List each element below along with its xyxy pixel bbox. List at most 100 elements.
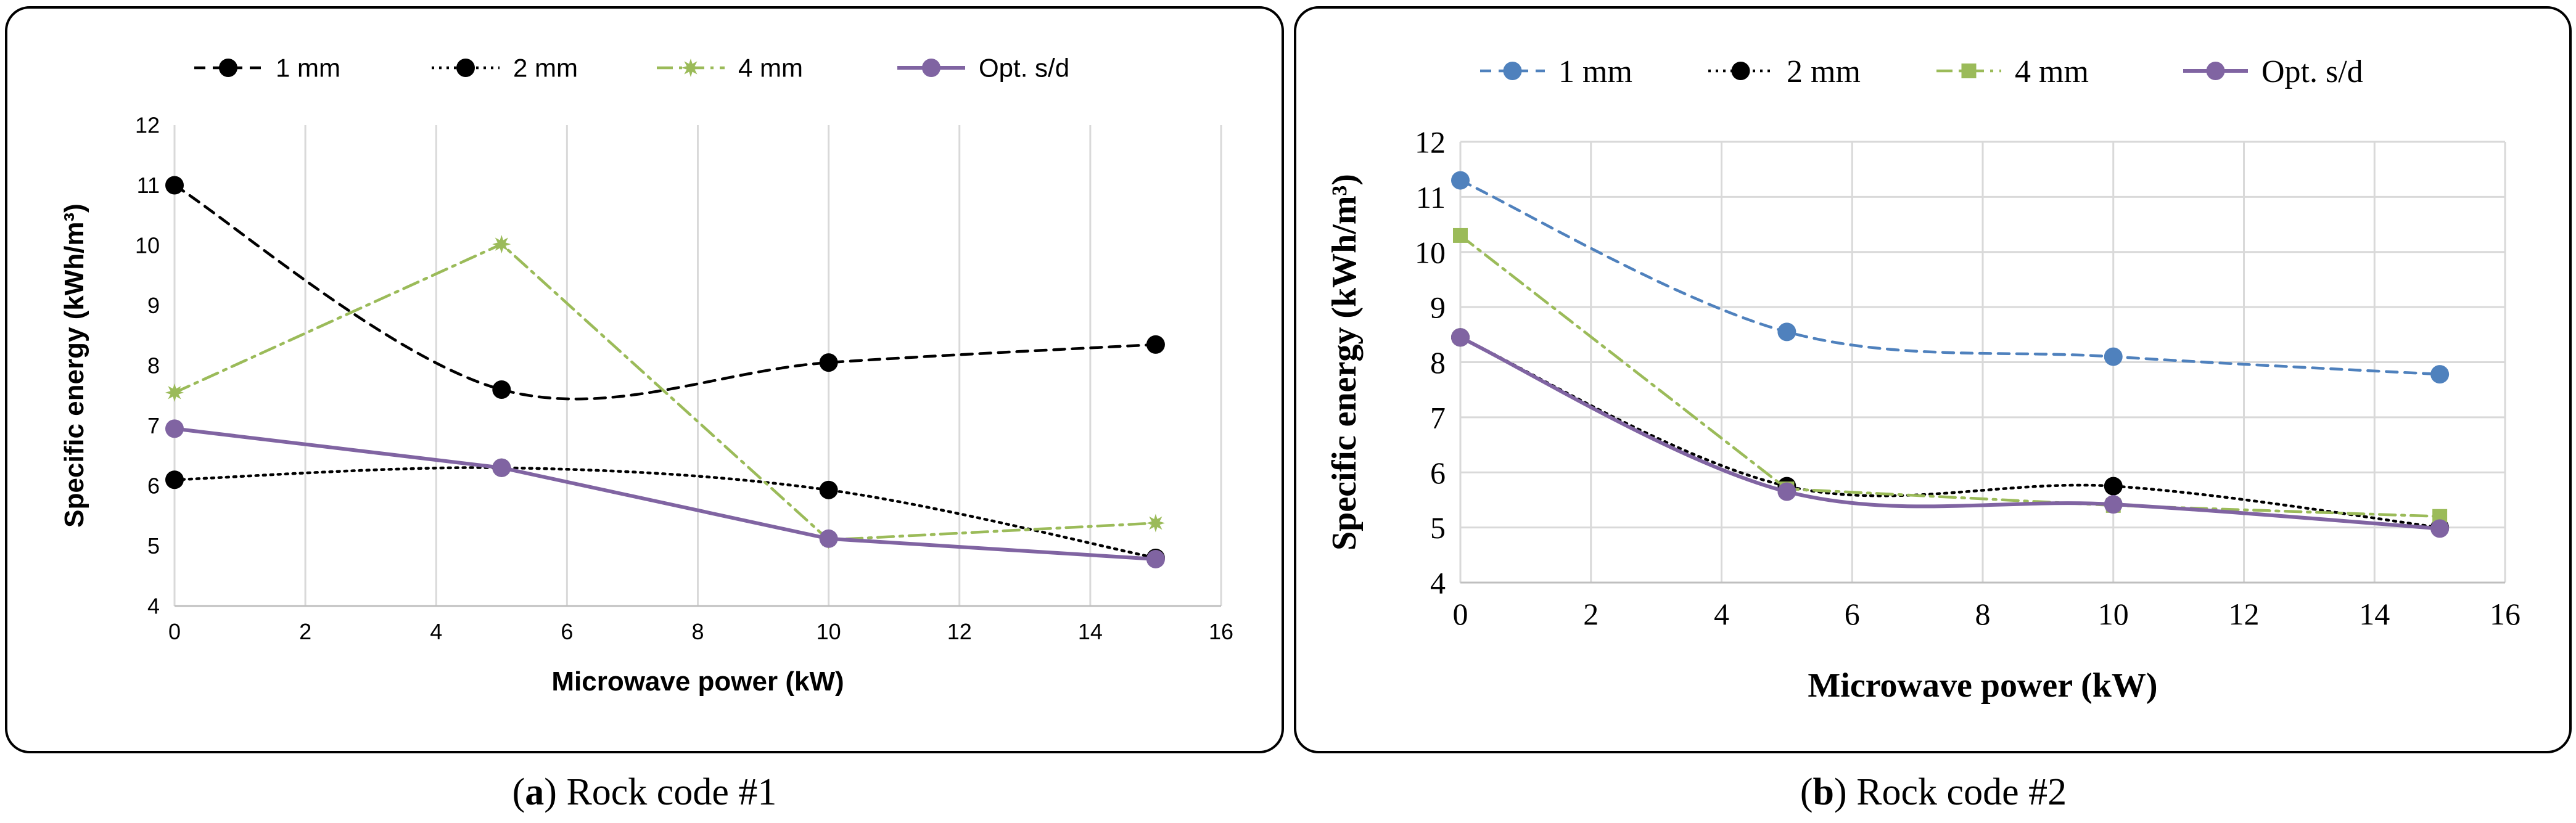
legend-marker <box>1961 63 1977 78</box>
panel-caption: (b) Rock code #2 <box>1800 771 2067 813</box>
panel-a: 0 2 4 6 8 10 12 14 16 4 5 6 7 8 9 10 11 12 Microwave power… <box>5 6 1284 813</box>
series-line <box>1459 335 2442 531</box>
data-point <box>819 529 838 548</box>
y-tick-label: 5 <box>147 533 160 559</box>
data-point <box>492 235 511 254</box>
legend-marker <box>1731 62 1750 80</box>
x-tick-label: 4 <box>430 619 442 644</box>
x-tick-labels: 0 2 4 6 8 10 12 14 16 <box>168 619 1233 644</box>
data-point <box>165 176 184 195</box>
y-axis-label: Specific energy (kWh/m³) <box>59 203 89 528</box>
panel-b: 0 2 4 6 8 10 12 14 16 4 5 6 7 8 9 10 11 12 Microwave power… <box>1294 6 2572 813</box>
legend-item: 1 mm <box>194 54 340 83</box>
panel-caption: (a) Rock code #1 <box>512 771 777 813</box>
caption-letter: b <box>1813 771 1834 813</box>
series-line <box>1459 179 2442 376</box>
data-point <box>492 380 511 399</box>
data-point <box>2430 519 2450 538</box>
caption-text: Rock code #2 <box>1847 771 2067 813</box>
y-tick-label: 12 <box>135 113 160 138</box>
series-1-mm <box>1451 171 2450 384</box>
x-tick-label: 6 <box>561 619 573 644</box>
data-point <box>1453 227 1468 243</box>
x-tick-label: 0 <box>1453 597 1468 631</box>
x-tick-label: 12 <box>2229 597 2260 631</box>
x-tick-label: 4 <box>1714 597 1729 631</box>
y-tick-label: 7 <box>1430 400 1446 435</box>
x-tick-label: 10 <box>817 619 841 644</box>
legend-label: Opt. s/d <box>979 54 1069 83</box>
data-point <box>492 458 511 477</box>
x-tick-label: 0 <box>168 619 181 644</box>
data-point <box>165 383 184 402</box>
data-point <box>819 353 838 372</box>
legend-item: Opt. s/d <box>2183 54 2363 89</box>
legend-label: 1 mm <box>1558 54 1632 89</box>
y-tick-label: 7 <box>147 413 160 438</box>
x-tick-labels: 0 2 4 6 8 10 12 14 16 <box>1453 597 2521 631</box>
y-tick-label: 9 <box>147 293 160 318</box>
y-tick-label: 5 <box>1430 510 1446 545</box>
data-point <box>2104 495 2123 514</box>
caption-letter: a <box>525 771 544 813</box>
data-point <box>165 470 184 489</box>
x-tick-label: 2 <box>1583 597 1599 631</box>
y-tick-label: 4 <box>147 594 160 619</box>
x-axis-label: Microwave power (kW) <box>551 666 844 697</box>
x-tick-label: 6 <box>1845 597 1860 631</box>
data-point <box>1146 549 1165 568</box>
x-tick-label: 12 <box>947 619 972 644</box>
legend-marker <box>219 59 237 77</box>
y-tick-label: 11 <box>1416 180 1446 215</box>
x-tick-label: 16 <box>2490 597 2520 631</box>
y-tick-label: 6 <box>1430 456 1446 490</box>
data-point <box>1146 514 1165 533</box>
chart-frame <box>5 6 1284 753</box>
series-line <box>173 466 1158 560</box>
y-tick-label: 8 <box>147 353 160 379</box>
legend-marker <box>456 59 475 77</box>
x-tick-label: 14 <box>2359 597 2390 631</box>
y-tick-label: 11 <box>137 173 160 198</box>
chart-frame <box>1294 6 2572 753</box>
series-line <box>1459 234 2442 518</box>
legend-marker <box>1503 62 1522 80</box>
legend-label: Opt. s/d <box>2261 54 2363 89</box>
legend-item: 2 mm <box>1708 54 1861 89</box>
y-tick-labels: 4 5 6 7 8 9 10 11 12 <box>135 113 160 619</box>
data-point <box>1146 335 1165 354</box>
y-tick-label: 10 <box>1415 235 1446 269</box>
legend-marker <box>2206 62 2225 80</box>
legend-item: 2 mm <box>432 54 578 83</box>
legend-item: 4 mm <box>657 54 803 83</box>
x-axis-label: Microwave power (kW) <box>1808 666 2157 705</box>
series-1-mm <box>165 176 1165 401</box>
legend-item: 1 mm <box>1480 54 1632 89</box>
series-opt-s-d <box>165 419 1165 568</box>
y-tick-label: 6 <box>147 473 160 499</box>
data-point <box>165 419 184 438</box>
legend-item: 4 mm <box>1936 54 2089 89</box>
legend-item: Opt. s/d <box>897 54 1069 83</box>
series-line <box>173 427 1158 561</box>
legend-label: 2 mm <box>1787 54 1861 89</box>
legend-label: 4 mm <box>738 54 803 83</box>
legend-label: 4 mm <box>2015 54 2089 89</box>
y-tick-label: 4 <box>1430 566 1446 600</box>
data-point <box>1451 171 1470 190</box>
x-tick-label: 14 <box>1078 619 1103 644</box>
x-tick-label: 16 <box>1209 619 1233 644</box>
caption-text: Rock code #1 <box>557 771 776 813</box>
data-point <box>1451 328 1470 347</box>
data-point <box>1777 322 1796 342</box>
x-tick-label: 8 <box>1975 597 1991 631</box>
legend-marker <box>922 59 940 77</box>
x-tick-label: 2 <box>299 619 311 644</box>
x-tick-label: 10 <box>2098 597 2129 631</box>
series-line <box>173 184 1158 401</box>
legend-label: 1 mm <box>276 54 340 83</box>
legend-marker <box>681 59 700 77</box>
data-point <box>1777 482 1796 501</box>
data-point <box>2104 477 2123 496</box>
